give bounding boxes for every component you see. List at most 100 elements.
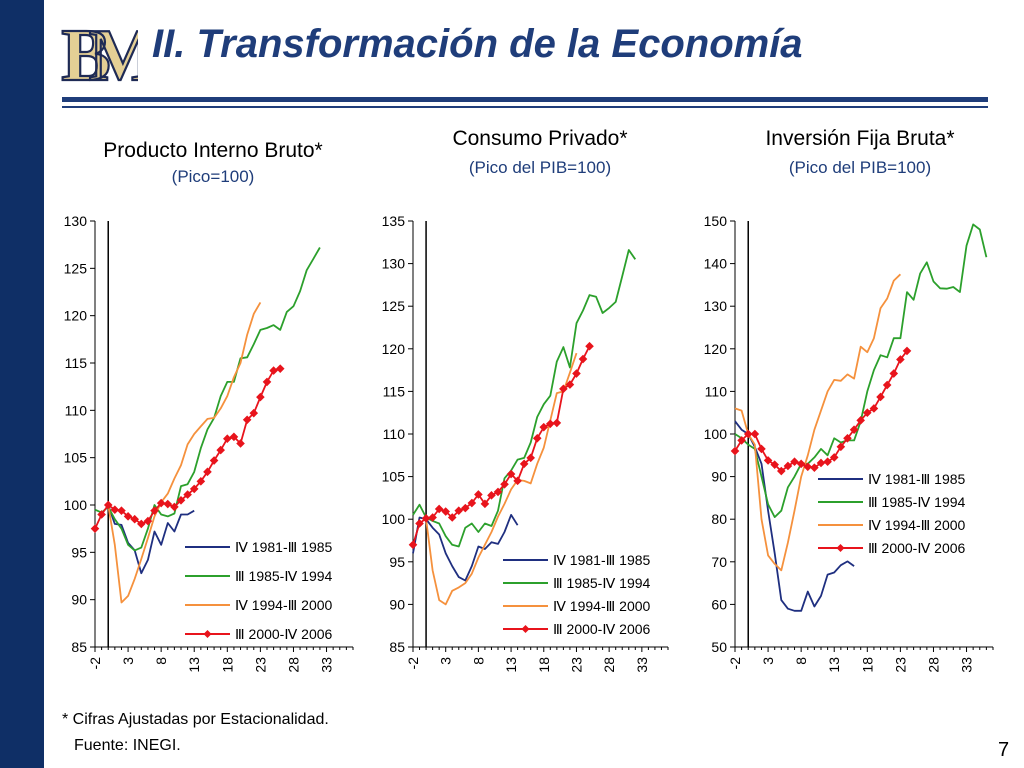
y-tick-label: 90 [711, 469, 727, 485]
x-tick-label: 3 [760, 657, 776, 665]
series-marker [196, 477, 206, 486]
series-marker [203, 467, 212, 477]
chart-title: Inversión Fija Bruta* [765, 127, 954, 150]
series-marker [578, 354, 588, 364]
series-marker [876, 392, 885, 402]
series-marker [176, 495, 186, 505]
legend-label: Ⅲ 1985-Ⅳ 1994 [868, 494, 966, 510]
chart-subtitle: (Pico del PIB=100) [469, 158, 611, 177]
chart-subtitle: (Pico del PIB=100) [789, 158, 931, 177]
series-marker [90, 524, 100, 533]
y-tick-label: 110 [383, 426, 406, 442]
series-marker [487, 491, 496, 500]
x-tick-label: -2 [87, 657, 103, 670]
series-marker [843, 433, 852, 443]
y-tick-label: 110 [65, 402, 88, 418]
series-marker [777, 466, 786, 476]
x-tick-label: 23 [568, 657, 584, 673]
series-marker [743, 429, 753, 439]
series-marker [130, 514, 139, 524]
series-line-1 [107, 504, 195, 575]
x-tick-label: 28 [285, 657, 301, 673]
series-marker [823, 457, 832, 466]
banxico-logo: BM [60, 14, 138, 90]
x-tick-label: 23 [892, 657, 908, 673]
series-marker [783, 461, 793, 471]
page-number: 7 [998, 739, 1010, 761]
series-marker [156, 498, 166, 508]
series-marker [763, 456, 773, 465]
y-tick-label: 135 [382, 213, 406, 229]
legend-marker [203, 630, 212, 638]
series-marker [421, 514, 431, 523]
series-marker [493, 487, 503, 497]
x-tick-label: 18 [219, 657, 235, 673]
y-tick-label: 130 [382, 256, 406, 272]
x-tick-label: 3 [120, 657, 136, 665]
x-tick-label: 13 [186, 657, 202, 673]
left-sidebar-band [0, 0, 44, 768]
y-tick-label: 100 [64, 497, 88, 513]
series-line-1 [734, 420, 855, 612]
series-marker [269, 366, 278, 375]
legend-label: Ⅲ 1985-Ⅳ 1994 [553, 575, 651, 591]
series-line-4 [412, 345, 591, 546]
series-marker [480, 499, 490, 509]
chart-2: Consumo Privado* (Pico del PIB=100) 85 90 95… [382, 127, 669, 673]
series-line-3 [734, 273, 902, 572]
series-marker [585, 341, 594, 351]
series-marker [216, 445, 225, 455]
y-tick-label: 90 [71, 592, 87, 608]
y-tick-label: 110 [705, 383, 728, 399]
series-marker [519, 459, 529, 469]
series-marker [513, 476, 522, 486]
series-marker [539, 422, 549, 432]
series-marker [565, 380, 575, 389]
y-tick-label: 85 [389, 639, 405, 655]
series-marker [829, 453, 839, 462]
x-tick-label: 33 [634, 657, 650, 673]
series-marker [150, 506, 159, 515]
series-marker [408, 540, 418, 550]
svg-text:BM: BM [61, 15, 138, 90]
y-tick-label: 105 [382, 469, 406, 485]
series-marker [889, 369, 899, 378]
x-tick-label: 18 [859, 657, 875, 673]
x-tick-label: 13 [826, 657, 842, 673]
series-line-2 [94, 247, 321, 552]
y-tick-label: 115 [383, 383, 406, 399]
legend-label: Ⅲ 2000-Ⅳ 2006 [235, 626, 333, 642]
y-tick-label: 115 [65, 355, 88, 371]
source-note: Fuente: INEGI. [74, 737, 181, 754]
series-line-4 [94, 367, 281, 530]
series-marker [810, 463, 819, 472]
series-marker [836, 442, 846, 452]
series-marker [869, 404, 879, 413]
y-tick-label: 85 [71, 639, 87, 655]
series-marker [434, 504, 444, 514]
y-tick-label: 100 [704, 426, 728, 442]
y-tick-label: 95 [71, 544, 87, 560]
series-marker [757, 444, 766, 454]
x-tick-label: 23 [252, 657, 268, 673]
x-tick-label: 8 [793, 657, 809, 665]
series-marker [750, 429, 760, 439]
x-tick-label: 33 [319, 657, 335, 673]
series-marker [803, 462, 813, 472]
series-marker [461, 503, 470, 513]
x-tick-label: 28 [925, 657, 941, 673]
x-tick-label: 28 [601, 657, 617, 673]
series-marker [256, 392, 265, 402]
legend-marker [521, 625, 530, 633]
series-marker [223, 434, 232, 444]
series-line-3 [425, 352, 578, 606]
series-marker [229, 432, 239, 442]
series-marker [506, 469, 516, 479]
series-marker [902, 346, 912, 356]
x-tick-label: 33 [959, 657, 975, 673]
y-tick-label: 125 [382, 298, 406, 314]
y-tick-label: 120 [382, 341, 406, 357]
y-tick-label: 120 [704, 341, 728, 357]
series-marker [849, 425, 859, 435]
series-marker [110, 505, 120, 515]
